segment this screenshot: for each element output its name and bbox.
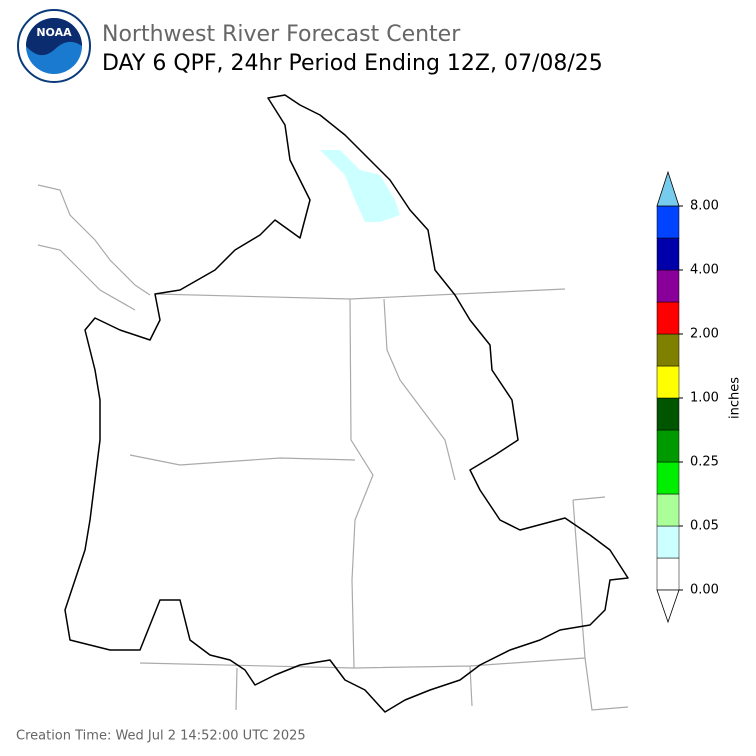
logo: NOAA — [17, 9, 91, 83]
title: Northwest River Forecast Center — [102, 22, 461, 47]
colorbar-under — [656, 589, 680, 624]
colorbar-segment — [656, 333, 680, 367]
creation-time: Creation Time: Wed Jul 2 14:52:00 UTC 20… — [16, 729, 306, 744]
colorbar-tick-label: 2.00 — [690, 327, 719, 342]
colorbar-segment — [656, 269, 680, 303]
colorbar-tick-label: 4.00 — [690, 263, 719, 278]
colorbar-segment — [656, 397, 680, 431]
colorbar-segment — [656, 237, 680, 271]
colorbar-segment — [656, 429, 680, 463]
colorbar: 0.00 0.05 0.25 1.00 2.00 4.00 8.00 — [656, 170, 719, 624]
precip-area — [320, 150, 400, 222]
colorbar-segment — [656, 365, 680, 399]
colorbar-segment — [656, 461, 680, 495]
colorbar-tick-label: 0.25 — [690, 455, 719, 470]
map — [37, 94, 629, 713]
colorbar-tick-label: 1.00 — [690, 391, 719, 406]
colorbar-segment — [656, 493, 680, 527]
logo-text: NOAA — [36, 26, 72, 39]
colorbar-segment — [656, 205, 680, 239]
colorbar-segment — [656, 525, 680, 559]
colorbar-segment — [656, 301, 680, 335]
colorbar-segment — [656, 557, 680, 591]
colorbar-over — [656, 170, 680, 207]
subtitle: DAY 6 QPF, 24hr Period Ending 12Z, 07/08… — [102, 51, 603, 76]
colorbar-tick-label: 0.05 — [690, 519, 719, 534]
colorbar-tick-label: 8.00 — [690, 199, 719, 214]
colorbar-tick-label: 0.00 — [690, 583, 719, 598]
colorbar-label: inches — [728, 377, 743, 419]
